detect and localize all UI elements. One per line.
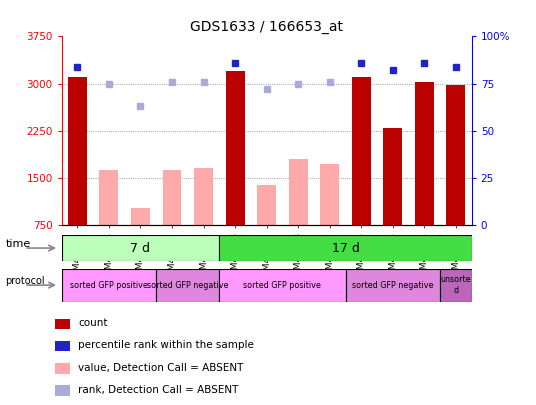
Bar — [257, 185, 276, 225]
Text: count: count — [78, 318, 108, 328]
Bar — [55, 318, 70, 329]
Bar — [321, 164, 339, 225]
Bar — [62, 269, 157, 302]
Text: value, Detection Call = ABSENT: value, Detection Call = ABSENT — [78, 362, 244, 373]
Bar — [55, 386, 70, 396]
Text: unsorte
d: unsorte d — [441, 275, 471, 295]
Text: sorted GFP negative: sorted GFP negative — [352, 281, 434, 290]
Bar — [383, 128, 403, 225]
Text: protocol: protocol — [5, 276, 45, 286]
Text: sorted GFP positive: sorted GFP positive — [243, 281, 322, 290]
Bar — [55, 363, 70, 374]
Text: sorted GFP negative: sorted GFP negative — [147, 281, 228, 290]
Bar — [68, 77, 87, 225]
Bar — [219, 269, 346, 302]
Bar — [440, 269, 472, 302]
Text: percentile rank within the sample: percentile rank within the sample — [78, 340, 254, 350]
Bar — [446, 85, 465, 225]
Bar — [131, 208, 150, 225]
Bar — [346, 269, 440, 302]
Bar — [162, 170, 182, 225]
Bar — [289, 160, 308, 225]
Text: time: time — [5, 239, 31, 249]
Text: 17 d: 17 d — [332, 241, 360, 255]
Text: sorted GFP positive: sorted GFP positive — [70, 281, 148, 290]
Text: 7 d: 7 d — [130, 241, 151, 255]
Bar — [157, 269, 219, 302]
Bar — [100, 170, 118, 225]
Bar — [352, 77, 371, 225]
Bar — [226, 71, 244, 225]
Text: rank, Detection Call = ABSENT: rank, Detection Call = ABSENT — [78, 385, 239, 395]
Bar — [62, 235, 219, 261]
Bar — [55, 341, 70, 352]
Title: GDS1633 / 166653_at: GDS1633 / 166653_at — [190, 20, 343, 34]
Bar — [219, 235, 472, 261]
Bar — [415, 82, 434, 225]
Bar — [194, 168, 213, 225]
